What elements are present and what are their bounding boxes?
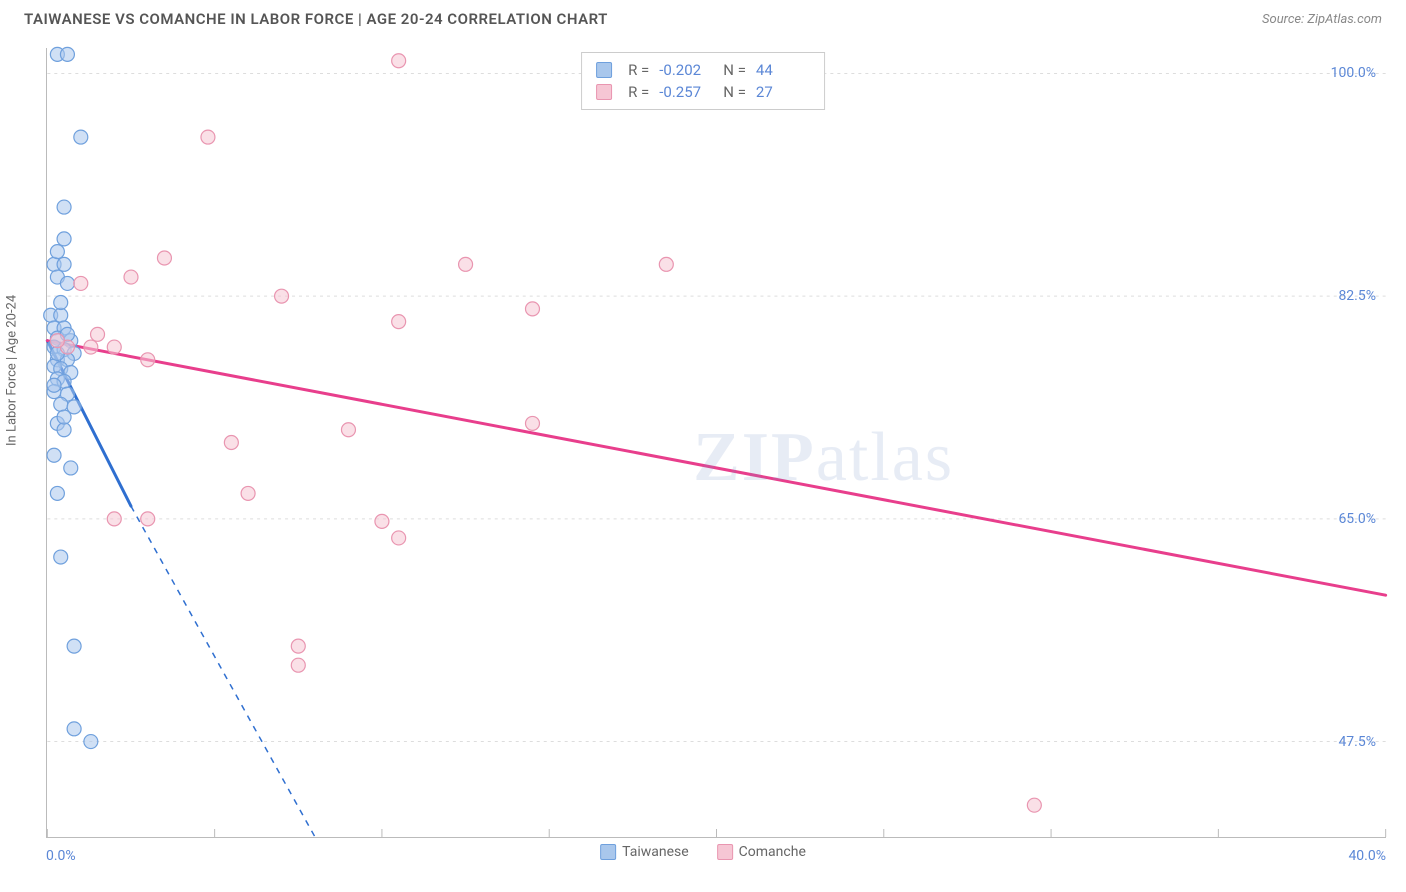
legend-swatch bbox=[596, 62, 612, 78]
y-tick-label: 47.5% bbox=[1338, 734, 1376, 750]
legend-r-label: R = bbox=[628, 61, 649, 79]
y-tick-label: 100.0% bbox=[1331, 65, 1376, 81]
source-label: Source: ZipAtlas.com bbox=[1262, 12, 1382, 27]
legend-swatch bbox=[600, 844, 616, 860]
y-tick-label: 82.5% bbox=[1338, 288, 1376, 304]
correlation-legend: R = -0.202 N = 44 R = -0.257 N = 27 bbox=[581, 52, 825, 110]
x-axis-min: 0.0% bbox=[46, 848, 76, 864]
legend-swatch bbox=[717, 844, 733, 860]
legend-swatch bbox=[596, 84, 612, 100]
legend-r-value: -0.257 bbox=[659, 83, 713, 101]
legend-row: R = -0.257 N = 27 bbox=[596, 81, 810, 103]
legend-label: Comanche bbox=[739, 844, 806, 860]
legend-n-value: 27 bbox=[756, 83, 810, 101]
legend-item: Comanche bbox=[717, 844, 806, 860]
chart-plot-area: ZIPatlas 100.0%82.5%65.0%47.5% bbox=[46, 48, 1386, 838]
legend-item: Taiwanese bbox=[600, 844, 689, 860]
legend-n-value: 44 bbox=[756, 61, 810, 79]
chart-header: TAIWANESE VS COMANCHE IN LABOR FORCE | A… bbox=[0, 0, 1406, 34]
legend-r-value: -0.202 bbox=[659, 61, 713, 79]
scatter-plot bbox=[47, 48, 1386, 837]
legend-label: Taiwanese bbox=[622, 844, 689, 860]
series-legend: Taiwanese Comanche bbox=[600, 844, 806, 860]
legend-n-label: N = bbox=[723, 61, 746, 79]
chart-title: TAIWANESE VS COMANCHE IN LABOR FORCE | A… bbox=[24, 10, 608, 28]
legend-row: R = -0.202 N = 44 bbox=[596, 59, 810, 81]
legend-r-label: R = bbox=[628, 83, 649, 101]
y-axis-label: In Labor Force | Age 20-24 bbox=[5, 295, 20, 446]
legend-n-label: N = bbox=[723, 83, 746, 101]
x-axis-max: 40.0% bbox=[1348, 848, 1386, 864]
y-tick-label: 65.0% bbox=[1338, 511, 1376, 527]
